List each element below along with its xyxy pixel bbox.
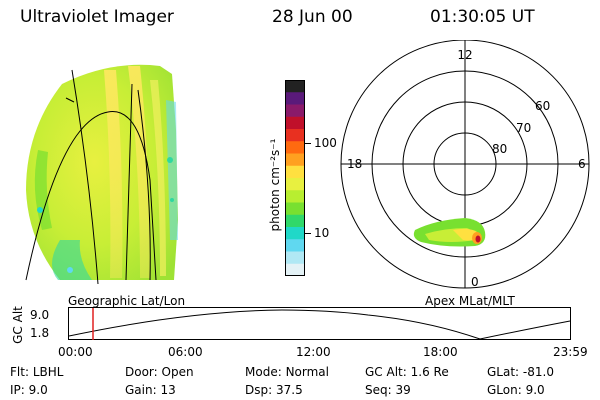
timeline-ytick-high: 9.0 [30, 308, 50, 322]
date-label: 28 Jun 00 [272, 7, 353, 27]
colorbar-tick-10 [305, 233, 311, 234]
info-ip: IP: 9.0 [10, 383, 48, 397]
clock-label-6: 6 [578, 157, 586, 171]
timeline-ytick-low: 1.8 [30, 326, 50, 340]
clock-label-0: 0 [471, 275, 479, 289]
colorbar-tick-label-10: 10 [314, 226, 330, 240]
colorbar-segment [285, 141, 305, 154]
lat-label-60: 60 [535, 99, 550, 113]
colorbar-segment [285, 202, 305, 216]
apex-panel-label: Apex MLat/MLT [425, 294, 515, 308]
colorbar-segment [285, 190, 305, 203]
polar-grid [340, 40, 590, 289]
colorbar-segment [285, 227, 305, 240]
instrument-title: Ultraviolet Imager [20, 7, 174, 27]
colorbar-units-label: photon cm⁻²s⁻¹ [268, 138, 282, 232]
colorbar-segment [285, 239, 305, 252]
time-label: 01:30:05 UT [430, 7, 535, 27]
info-door-value: Open [161, 365, 194, 379]
info-gain-value: 13 [160, 383, 176, 397]
info-mode: Mode: Normal [245, 365, 329, 379]
timeline-xtick-4: 23:59 [553, 345, 588, 359]
info-dsp-value: 37.5 [275, 383, 303, 397]
timeline-frame [68, 307, 571, 340]
timeline-xtick-1: 06:00 [168, 345, 203, 359]
colorbar-segment [285, 251, 305, 265]
info-gcalt-value: 1.6 Re [410, 365, 449, 379]
info-glat-value: -81.0 [522, 365, 554, 379]
timeline-ylabel: GC Alt [11, 306, 25, 344]
info-dsp: Dsp: 37.5 [245, 383, 303, 397]
polar-plot: 12 18 6 0 60 70 80 [340, 40, 590, 289]
info-glon: GLon: 9.0 [487, 383, 545, 397]
info-door: Door: Open [125, 365, 194, 379]
colorbar-gradient [285, 80, 305, 277]
info-gain: Gain: 13 [125, 383, 176, 397]
info-seq-value: 39 [395, 383, 411, 397]
info-ip-value: 9.0 [28, 383, 48, 397]
colorbar-segment [285, 104, 305, 118]
colorbar-segment [285, 178, 305, 191]
colorbar-segment [285, 129, 305, 142]
colorbar [285, 80, 305, 277]
clock-label-18: 18 [347, 157, 362, 171]
lat-label-80: 80 [492, 142, 507, 156]
info-flt-value: LBHL [32, 365, 64, 379]
colorbar-segment [285, 92, 305, 105]
info-glat: GLat: -81.0 [487, 365, 554, 379]
geographic-image [25, 64, 178, 285]
lat-label-70: 70 [516, 121, 531, 135]
colorbar-segment [285, 80, 305, 93]
timeline-xtick-2: 12:00 [296, 345, 331, 359]
auroral-emission-region [26, 64, 178, 280]
colorbar-segment [285, 263, 305, 277]
colorbar-tick-100 [305, 143, 311, 144]
colorbar-segment [285, 165, 305, 179]
colorbar-segment [285, 153, 305, 167]
auroral-oval-patch [413, 218, 486, 247]
timeline-plot [68, 307, 571, 340]
info-seq: Seq: 39 [365, 383, 411, 397]
timeline-xtick-0: 00:00 [58, 345, 93, 359]
info-gcalt: GC Alt: 1.6 Re [365, 365, 449, 379]
colorbar-border [285, 80, 305, 276]
clock-label-12: 12 [457, 48, 472, 62]
colorbar-segment [285, 116, 305, 130]
colorbar-tick-label-100: 100 [314, 136, 337, 150]
info-flt: Flt: LBHL [10, 365, 64, 379]
altitude-curve [68, 309, 571, 340]
geographic-panel-label: Geographic Lat/Lon [68, 294, 186, 308]
colorbar-segment [285, 214, 305, 228]
info-glon-value: 9.0 [525, 383, 545, 397]
timeline-xtick-3: 18:00 [423, 345, 458, 359]
info-mode-value: Normal [285, 365, 329, 379]
geographic-grid-lines [25, 69, 157, 285]
